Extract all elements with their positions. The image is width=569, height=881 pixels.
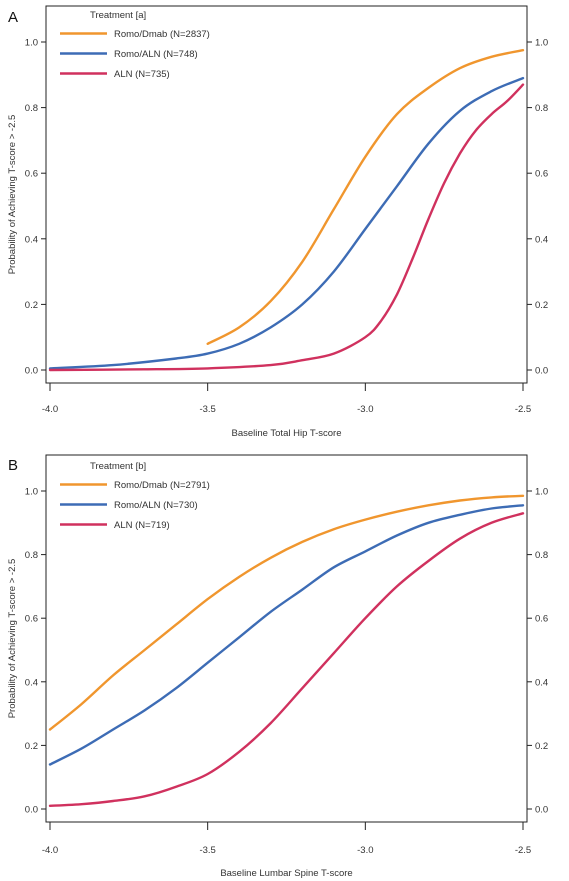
legend-entry-1: Romo/ALN (N=748) bbox=[114, 49, 198, 60]
y-tick-label-left: 1.0 bbox=[25, 487, 38, 498]
legend-entry-2: ALN (N=735) bbox=[114, 69, 170, 80]
y-tick-label-right: 0.0 bbox=[535, 805, 548, 816]
chart-panel-a: A 0.0 0.0 0.2 0.2 0.4 0.4 0.6 0.6 0.8 0.8 1.0 1.0 -4.… bbox=[7, 5, 548, 439]
legend-title: Treatment [a] bbox=[90, 10, 146, 21]
y-axis-label: Probability of Achieving T-score > -2.5 bbox=[7, 559, 18, 719]
panel-label: B bbox=[8, 457, 18, 474]
series-line-2 bbox=[48, 512, 525, 807]
series-line-1 bbox=[48, 76, 525, 370]
y-tick-label-right: 0.2 bbox=[535, 741, 548, 752]
x-axis-label: Baseline Total Hip T-score bbox=[231, 428, 341, 439]
y-tick-label-right: 0.6 bbox=[535, 169, 548, 180]
y-axis-label: Probability of Achieving T-score > -2.5 bbox=[7, 115, 18, 275]
y-tick-label-left: 0.4 bbox=[25, 234, 38, 245]
series-line-0 bbox=[206, 49, 525, 345]
x-tick-label: -2.5 bbox=[515, 404, 531, 415]
y-tick-label-left: 0.0 bbox=[25, 366, 38, 377]
x-tick-label: -2.5 bbox=[515, 845, 531, 856]
legend-title: Treatment [b] bbox=[90, 461, 146, 472]
y-tick-label-right: 0.8 bbox=[535, 550, 548, 561]
legend-entry-2: ALN (N=719) bbox=[114, 520, 170, 531]
y-tick-label-right: 0.6 bbox=[535, 614, 548, 625]
y-tick-label-right: 1.0 bbox=[535, 38, 548, 49]
plot-frame bbox=[45, 5, 528, 384]
y-tick-label-right: 0.4 bbox=[535, 234, 548, 245]
y-tick-label-left: 0.2 bbox=[25, 300, 38, 311]
x-axis-label: Baseline Lumbar Spine T-score bbox=[220, 868, 352, 879]
series-line-2 bbox=[48, 83, 525, 372]
y-tick-label-left: 1.0 bbox=[25, 38, 38, 49]
panel-label: A bbox=[8, 9, 18, 26]
series-line-1 bbox=[48, 504, 525, 766]
y-tick-label-left: 0.8 bbox=[25, 103, 38, 114]
y-tick-label-left: 0.2 bbox=[25, 741, 38, 752]
x-tick-label: -4.0 bbox=[42, 404, 58, 415]
legend-entry-0: Romo/Dmab (N=2837) bbox=[114, 29, 210, 40]
y-tick-label-left: 0.8 bbox=[25, 550, 38, 561]
y-tick-label-left: 0.4 bbox=[25, 677, 38, 688]
y-tick-label-left: 0.6 bbox=[25, 169, 38, 180]
y-tick-label-left: 0.0 bbox=[25, 805, 38, 816]
series-line-0 bbox=[48, 494, 525, 731]
chart-panel-b: B 0.0 0.0 0.2 0.2 0.4 0.4 0.6 0.6 0.8 0.8 1.0 1.0 -4.… bbox=[7, 454, 548, 879]
y-tick-label-right: 1.0 bbox=[535, 487, 548, 498]
x-tick-label: -3.5 bbox=[199, 845, 215, 856]
plot-frame bbox=[45, 454, 528, 823]
legend-entry-1: Romo/ALN (N=730) bbox=[114, 500, 198, 511]
y-tick-label-right: 0.4 bbox=[535, 677, 548, 688]
y-tick-label-right: 0.8 bbox=[535, 103, 548, 114]
x-tick-label: -4.0 bbox=[42, 845, 58, 856]
y-tick-label-left: 0.6 bbox=[25, 614, 38, 625]
y-tick-label-right: 0.0 bbox=[535, 366, 548, 377]
legend-entry-0: Romo/Dmab (N=2791) bbox=[114, 480, 210, 491]
x-tick-label: -3.0 bbox=[357, 404, 373, 415]
x-tick-label: -3.0 bbox=[357, 845, 373, 856]
y-tick-label-right: 0.2 bbox=[535, 300, 548, 311]
x-tick-label: -3.5 bbox=[199, 404, 215, 415]
